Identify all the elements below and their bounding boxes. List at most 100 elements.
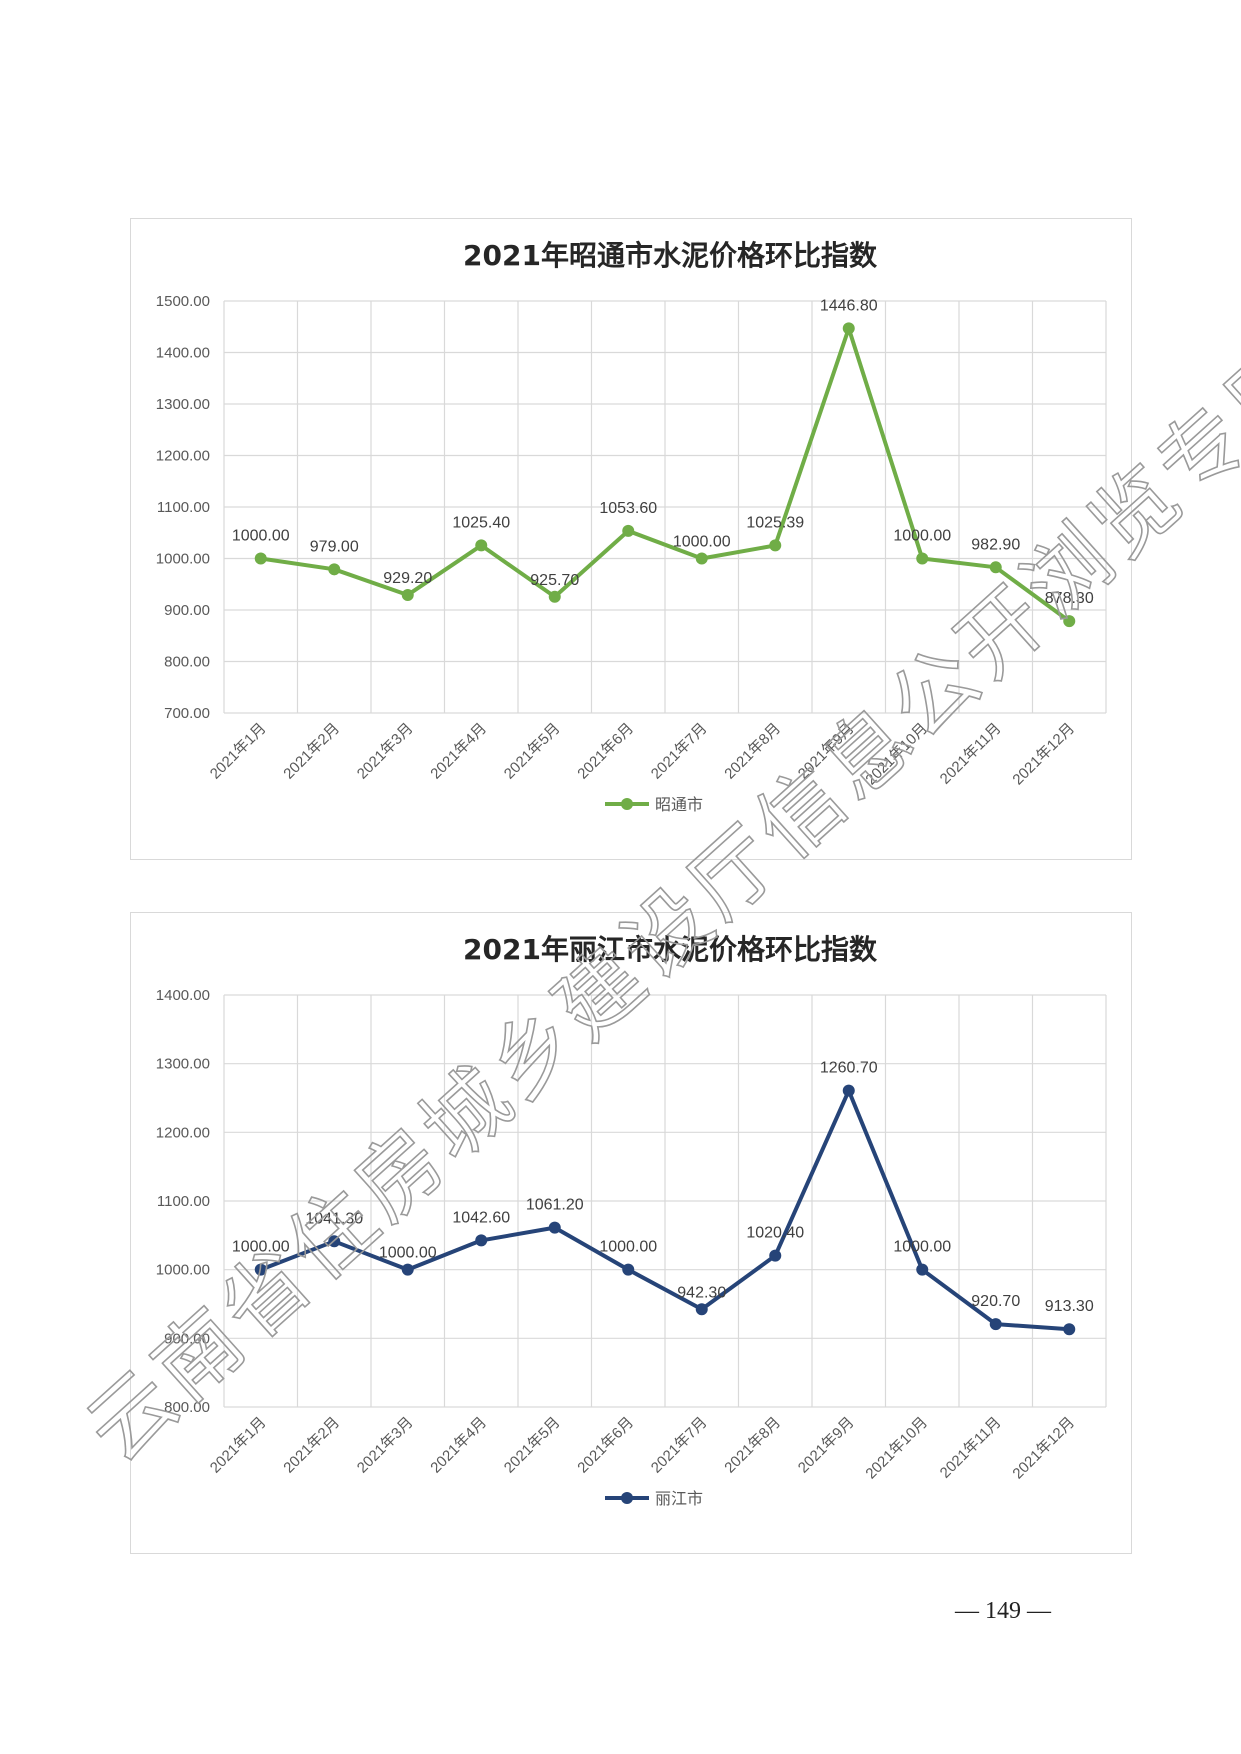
zhaotong-xtick: 2021年10月 (862, 720, 931, 789)
zhaotong-ytick: 1300.00 (156, 396, 210, 413)
zhaotong-title: 2021年昭通市水泥价格环比指数 (463, 239, 878, 272)
lijiang-xtick: 2021年7月 (648, 1414, 711, 1477)
zhaotong-xtick: 2021年12月 (1009, 720, 1078, 789)
lijiang-xtick: 2021年9月 (795, 1414, 858, 1477)
zhaotong-series-line (258, 326, 1072, 624)
zhaotong-data-label: 1446.80 (820, 297, 878, 314)
lijiang-ytick: 1300.00 (156, 1056, 210, 1073)
lijiang-point (622, 1263, 635, 1276)
lijiang-ytick: 1200.00 (156, 1124, 210, 1141)
zhaotong-point (842, 322, 855, 335)
zhaotong-point (1063, 615, 1076, 628)
lijiang-xtick: 2021年10月 (862, 1414, 931, 1483)
lijiang-point (842, 1084, 855, 1097)
lijiang-data-label: 920.70 (971, 1293, 1020, 1310)
zhaotong-point (254, 552, 267, 565)
zhaotong-ytick: 1200.00 (156, 448, 210, 465)
zhaotong-data-label: 1000.00 (893, 528, 951, 545)
zhaotong-point (475, 539, 488, 552)
zhaotong-legend-marker (621, 798, 633, 810)
lijiang-point (254, 1263, 267, 1276)
lijiang-point (548, 1221, 561, 1234)
chart-lijiang-svg: 2021年丽江市水泥价格环比指数 800.00 900.00 1000.00 1100.… (156, 933, 1107, 1508)
lijiang-point (1063, 1323, 1076, 1336)
lijiang-xtick: 2021年5月 (501, 1414, 564, 1477)
lijiang-point (401, 1263, 414, 1276)
zhaotong-point (401, 588, 414, 601)
lijiang-data-label: 1041.30 (305, 1210, 363, 1227)
lijiang-point (475, 1234, 488, 1247)
zhaotong-data-label: 1000.00 (673, 534, 731, 551)
lijiang-title: 2021年丽江市水泥价格环比指数 (463, 933, 878, 966)
zhaotong-xtick: 2021年2月 (280, 720, 343, 783)
lijiang-point (769, 1249, 782, 1262)
zhaotong-legend-label: 昭通市 (655, 795, 703, 814)
lijiang-data-label: 1020.40 (746, 1225, 804, 1242)
zhaotong-point (622, 524, 635, 537)
zhaotong-ytick: 800.00 (164, 654, 210, 671)
zhaotong-xtick: 2021年7月 (648, 720, 711, 783)
page-number: — 149 — (955, 1598, 1051, 1624)
lijiang-data-label: 1000.00 (379, 1245, 437, 1262)
lijiang-point (695, 1303, 708, 1316)
zhaotong-ytick: 1400.00 (156, 345, 210, 362)
zhaotong-ytick: 700.00 (164, 705, 210, 722)
zhaotong-xtick: 2021年6月 (574, 720, 637, 783)
chart-lijiang: 2021年丽江市水泥价格环比指数 800.00 900.00 1000.00 1100.… (130, 912, 1132, 1554)
chart-zhaotong-svg: 2021年昭通市水泥价格环比指数 700.00 800.00 900.00 1000.0… (156, 239, 1107, 814)
zhaotong-point (989, 561, 1002, 574)
lijiang-xtick: 2021年4月 (427, 1414, 490, 1477)
chart-zhaotong: 2021年昭通市水泥价格环比指数 700.00 800.00 900.00 1000.0… (130, 218, 1132, 860)
lijiang-point (916, 1263, 929, 1276)
zhaotong-point (769, 539, 782, 552)
zhaotong-data-label: 925.70 (530, 572, 579, 589)
lijiang-xtick: 2021年12月 (1009, 1414, 1078, 1483)
lijiang-ytick: 1100.00 (157, 1193, 210, 1210)
lijiang-legend-label: 丽江市 (655, 1489, 703, 1508)
zhaotong-ytick: 1100.00 (157, 499, 210, 516)
lijiang-ytick: 1400.00 (156, 987, 210, 1004)
lijiang-ytick: 800.00 (164, 1399, 210, 1416)
lijiang-xtick: 2021年8月 (721, 1414, 784, 1477)
zhaotong-ytick: 900.00 (164, 602, 210, 619)
zhaotong-point (328, 563, 341, 576)
lijiang-data-label: 942.30 (677, 1284, 726, 1301)
lijiang-legend-marker (621, 1492, 633, 1504)
zhaotong-xtick: 2021年5月 (501, 720, 564, 783)
zhaotong-data-label: 929.20 (383, 570, 432, 587)
zhaotong-point (916, 552, 929, 565)
zhaotong-data-label: 982.90 (971, 536, 1020, 553)
zhaotong-data-label: 1025.39 (746, 514, 804, 531)
lijiang-ytick: 1000.00 (156, 1262, 210, 1279)
lijiang-data-label: 1000.00 (599, 1239, 657, 1256)
zhaotong-data-label: 1053.60 (599, 500, 657, 517)
lijiang-data-label: 1260.70 (820, 1060, 878, 1077)
lijiang-point (989, 1318, 1002, 1331)
lijiang-data-label: 1000.00 (232, 1239, 290, 1256)
zhaotong-xtick: 2021年1月 (207, 720, 270, 783)
lijiang-xtick: 2021年1月 (207, 1414, 270, 1477)
lijiang-ytick: 900.00 (164, 1330, 210, 1347)
zhaotong-xtick: 2021年9月 (795, 720, 858, 783)
zhaotong-xtick: 2021年4月 (427, 720, 490, 783)
zhaotong-point (548, 590, 561, 603)
zhaotong-data-label: 878.30 (1045, 590, 1094, 607)
lijiang-xtick: 2021年6月 (574, 1414, 637, 1477)
zhaotong-xtick: 2021年11月 (937, 720, 1005, 788)
zhaotong-data-label: 979.00 (310, 538, 359, 555)
zhaotong-data-label: 1000.00 (232, 528, 290, 545)
lijiang-point (328, 1235, 341, 1248)
lijiang-xtick: 2021年3月 (354, 1414, 417, 1477)
lijiang-data-label: 1061.20 (526, 1197, 584, 1214)
zhaotong-ytick: 1000.00 (156, 551, 210, 568)
lijiang-data-label: 1042.60 (452, 1209, 510, 1226)
lijiang-data-label: 913.30 (1045, 1298, 1094, 1315)
zhaotong-point (695, 552, 708, 565)
lijiang-xtick: 2021年11月 (937, 1414, 1005, 1482)
zhaotong-xtick: 2021年8月 (721, 720, 784, 783)
zhaotong-ytick: 1500.00 (156, 293, 210, 310)
lijiang-series-line (258, 1088, 1072, 1332)
lijiang-data-label: 1000.00 (893, 1239, 951, 1256)
lijiang-xtick: 2021年2月 (280, 1414, 343, 1477)
zhaotong-xtick: 2021年3月 (354, 720, 417, 783)
